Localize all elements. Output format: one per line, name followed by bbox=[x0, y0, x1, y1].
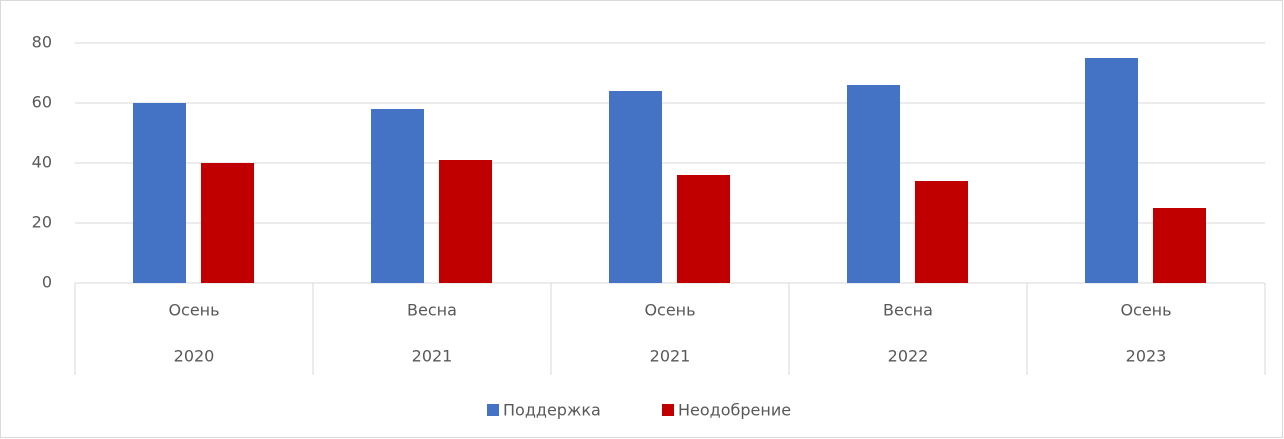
legend-swatch bbox=[662, 404, 674, 416]
bar bbox=[439, 160, 492, 283]
x-tick-label: Осень bbox=[644, 301, 695, 320]
x-group-label: 2023 bbox=[1126, 347, 1167, 366]
bar bbox=[677, 175, 730, 283]
y-tick-label: 60 bbox=[32, 93, 52, 112]
y-tick-label: 20 bbox=[32, 213, 52, 232]
bar bbox=[915, 181, 968, 283]
x-group-label: 2022 bbox=[888, 347, 929, 366]
y-tick-label: 0 bbox=[42, 273, 52, 292]
x-tick-label: Осень bbox=[168, 301, 219, 320]
x-tick-label: Осень bbox=[1120, 301, 1171, 320]
x-group-label: 2021 bbox=[412, 347, 453, 366]
bar bbox=[1153, 208, 1206, 283]
x-group-label: 2021 bbox=[650, 347, 691, 366]
y-tick-label: 40 bbox=[32, 153, 52, 172]
x-tick-label: Весна bbox=[883, 301, 933, 320]
legend-swatch bbox=[487, 404, 499, 416]
legend-label: Неодобрение bbox=[678, 401, 791, 420]
x-group-label: 2020 bbox=[174, 347, 215, 366]
x-tick-label: Весна bbox=[407, 301, 457, 320]
bar bbox=[371, 109, 424, 283]
bar bbox=[847, 85, 900, 283]
legend-label: Поддержка bbox=[503, 401, 601, 420]
bar bbox=[201, 163, 254, 283]
bar bbox=[133, 103, 186, 283]
bar bbox=[1085, 58, 1138, 283]
y-tick-label: 80 bbox=[32, 33, 52, 52]
bar bbox=[609, 91, 662, 283]
